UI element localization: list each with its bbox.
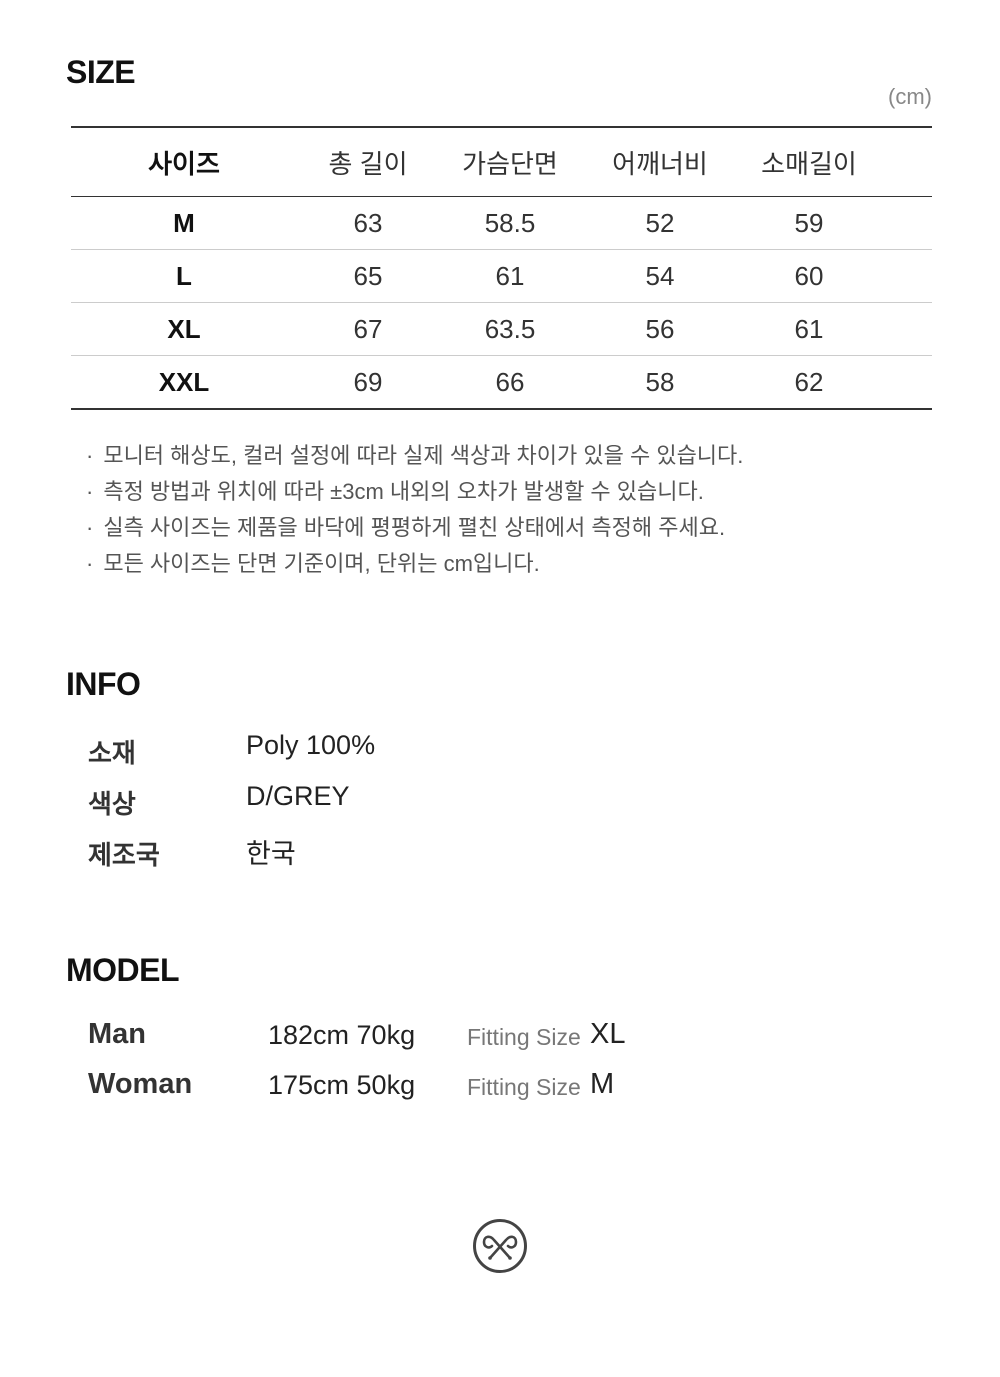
table-cell: 58	[645, 366, 675, 397]
fitting-size-label: Fitting Size	[467, 1074, 581, 1100]
info-value: Poly 100%	[246, 730, 376, 760]
table-cell: 61	[439, 249, 581, 303]
table-cell: 69	[353, 366, 383, 397]
table-cell: 65	[297, 249, 439, 303]
table-cell: 58.5	[439, 196, 581, 250]
unit-label: (cm)	[888, 84, 932, 109]
table-row: XXL 69 66 58 62	[71, 356, 932, 410]
size-cell: XXL	[158, 366, 210, 397]
size-cell: XL	[71, 302, 297, 356]
table-header-row: 사이즈 총 길이 가슴단면 어깨너비 소매길이	[71, 127, 932, 197]
info-value: 한국	[246, 839, 296, 869]
table-row: L 65 61 54 60	[71, 249, 932, 303]
table-cell: 52	[581, 196, 739, 250]
size-cell: L	[71, 249, 297, 303]
info-value: D/GREY	[246, 781, 350, 811]
table-cell: 60	[739, 249, 879, 303]
fitting-size-value: M	[590, 1068, 615, 1100]
fitting-size-value: XL	[590, 1018, 626, 1050]
table-row: XL 67 63.5 56 61	[71, 302, 932, 356]
table-cell: 66	[495, 366, 525, 397]
info-label: 제조국	[88, 840, 160, 870]
size-cell: M	[71, 196, 297, 250]
header-cell: 어깨너비	[581, 127, 739, 197]
table-cell: 61	[739, 302, 879, 356]
header-cell: 총 길이	[297, 127, 439, 197]
model-value: 175cm 50kg	[268, 1070, 416, 1100]
header-cell: 소매길이	[739, 127, 879, 197]
model-label: Woman	[88, 1068, 193, 1100]
note-item: 실측 사이즈는 제품을 바닥에 평평하게 펼친 상태에서 측정해 주세요.	[86, 510, 743, 546]
size-title: SIZE	[66, 54, 136, 90]
model-label: Man	[88, 1018, 146, 1050]
info-label: 소재	[88, 738, 136, 768]
table-cell: 63.5	[439, 302, 581, 356]
table-cell: 67	[297, 302, 439, 356]
size-notes: 모니터 해상도, 컬러 설정에 따라 실제 색상과 차이가 있을 수 있습니다.…	[86, 438, 743, 582]
table-cell: 62	[794, 366, 824, 397]
table-cell: 54	[581, 249, 739, 303]
note-item: 측정 방법과 위치에 따라 ±3cm 내외의 오차가 발생할 수 있습니다.	[86, 474, 743, 510]
table-row: M 63 58.5 52 59	[71, 196, 932, 250]
size-table: 사이즈 총 길이 가슴단면 어깨너비 소매길이 M 63 58.5 52 59 L 65 61…	[71, 126, 932, 410]
info-label: 색상	[88, 789, 136, 819]
table-cell: 56	[581, 302, 739, 356]
header-cell: 사이즈	[71, 127, 297, 197]
note-item: 모니터 해상도, 컬러 설정에 따라 실제 색상과 차이가 있을 수 있습니다.	[86, 438, 743, 474]
model-title: MODEL	[66, 952, 180, 988]
table-cell: 63	[297, 196, 439, 250]
header-cell: 가슴단면	[439, 127, 581, 197]
table-cell: 59	[739, 196, 879, 250]
note-item: 모든 사이즈는 단면 기준이며, 단위는 cm입니다.	[86, 546, 743, 582]
fitting-size-label: Fitting Size	[467, 1024, 581, 1050]
info-title: INFO	[66, 666, 141, 702]
model-value: 182cm 70kg	[268, 1020, 416, 1050]
crossed-hooks-circle-logo-icon	[473, 1219, 527, 1273]
